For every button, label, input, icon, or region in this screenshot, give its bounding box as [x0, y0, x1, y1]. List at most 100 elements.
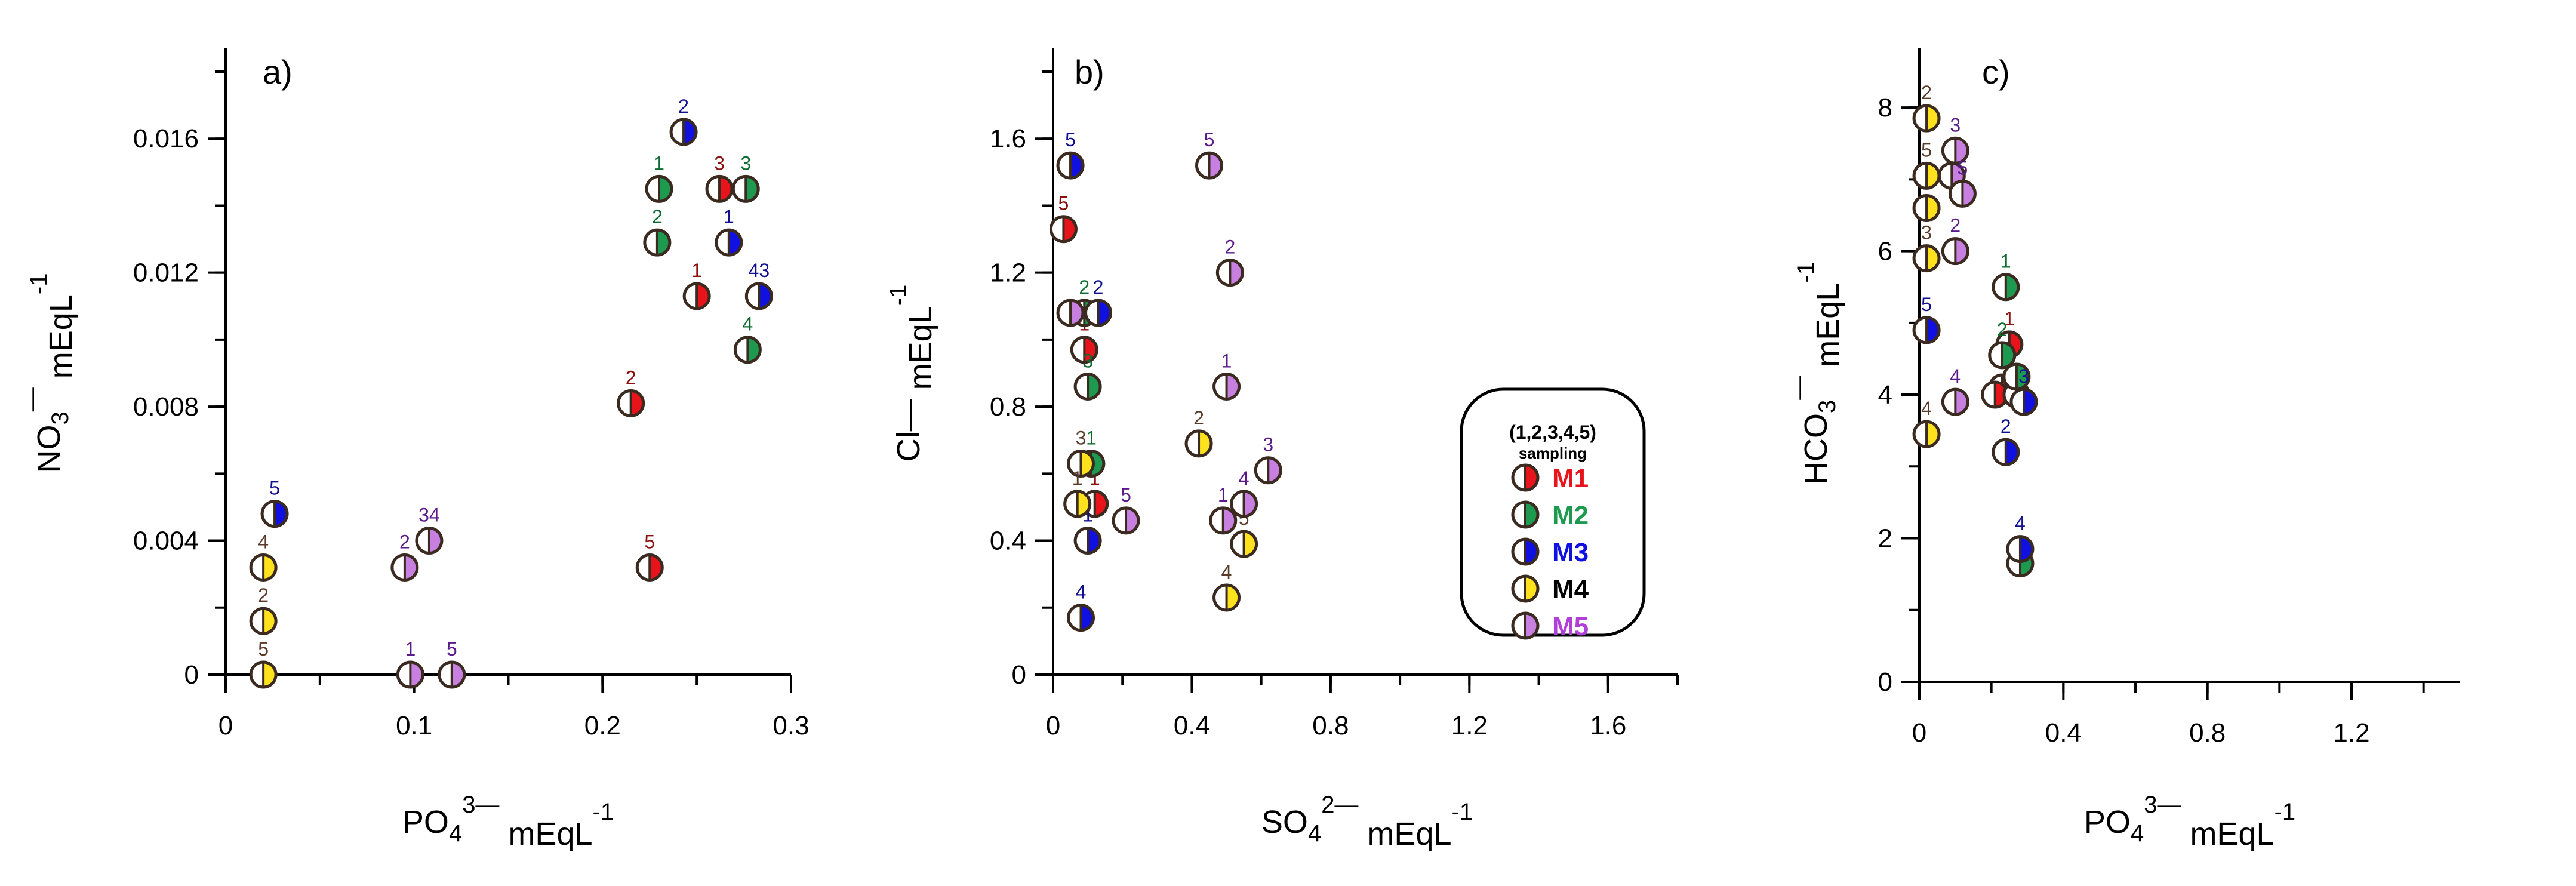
y-tick-label: 2: [1878, 524, 1892, 553]
point-label: 43: [749, 260, 770, 281]
y-tick-label: 1.6: [990, 124, 1026, 153]
point-label: 2: [1224, 236, 1235, 258]
point-label: 1: [405, 638, 416, 660]
legend-marker: [1511, 574, 1540, 603]
y-tick-label: 0.016: [133, 124, 199, 153]
data-point-m1: [1070, 336, 1098, 364]
point-label: 1: [1221, 350, 1232, 371]
point-label: 2: [1193, 407, 1204, 429]
point-label: 5: [1121, 484, 1131, 506]
x-tick-label: 1.2: [2333, 718, 2369, 747]
legend-label: M1: [1552, 464, 1589, 493]
data-point-m3: [1912, 316, 1941, 344]
point-label: 2: [678, 96, 689, 117]
y-tick-label: 0.004: [133, 527, 199, 556]
y-axis-title: HCO3— mEqL-1: [1786, 262, 1846, 485]
x-tick-label: 0.1: [396, 711, 432, 740]
point-label: 3: [1263, 434, 1273, 456]
legend-entry-m1: M1: [1511, 463, 1589, 493]
data-point-m1: [1049, 215, 1078, 244]
y-tick-label: 4: [1878, 380, 1892, 410]
point-label: 3: [1076, 427, 1087, 449]
data-point-m3: [1056, 151, 1085, 180]
point-label: 1: [2004, 308, 2015, 330]
legend-entry-m4: M4: [1511, 574, 1589, 604]
y-tick-label: 0.4: [990, 527, 1026, 556]
point-label: 1: [1218, 484, 1229, 506]
y-axis-title: Cl— mEqL-1: [885, 285, 938, 462]
data-point-m5: [1209, 506, 1238, 535]
x-tick-label: 0: [218, 711, 233, 740]
data-point-m1: [635, 553, 664, 582]
data-point-m5: [1056, 299, 1085, 327]
data-point-m2: [733, 336, 762, 364]
data-point-m1: [682, 282, 711, 310]
panel-c: 0 0.4 0.8 1.2 0 2 4 6 8 c) PO43— mEqL-1 HCO3— mEqL-…: [1786, 48, 2460, 852]
x-tick-label: 0.8: [2189, 718, 2226, 747]
data-point-m5: [415, 527, 444, 555]
point-label: 2: [1997, 319, 2008, 340]
point-label: 1: [1086, 427, 1097, 449]
point-label: 5: [269, 478, 280, 499]
x-tick-label: 0.3: [773, 711, 809, 740]
data-point-m4: [1230, 530, 1258, 558]
panel-label: a): [263, 53, 293, 91]
x-axis-title: SO42— mEqL-1: [1261, 792, 1473, 852]
legend-title: (1,2,3,4,5): [1509, 422, 1596, 443]
point-label: 1: [691, 260, 702, 281]
legend-entry-m3: M3: [1511, 537, 1589, 567]
point-label: 3: [2018, 365, 2029, 387]
point-label: 2: [1921, 82, 1932, 103]
data-point-m4: [249, 553, 278, 582]
data-point-m4: [1912, 193, 1941, 222]
point-label: 3: [1921, 222, 1932, 244]
data-point-m5: [1215, 259, 1244, 287]
data-point-m5: [1195, 151, 1223, 180]
data-point-m2: [1992, 273, 2020, 302]
x-axis-title: PO43— mEqL-1: [2084, 792, 2295, 852]
point-label: 5: [447, 638, 457, 660]
data-point-m3: [1084, 299, 1113, 327]
point-label: 5: [1065, 129, 1076, 150]
legend-marker: [1511, 463, 1540, 492]
x-axis-title: PO43— mEqL-1: [402, 792, 614, 852]
point-label: 5: [1058, 193, 1069, 214]
y-tick-label: 1.2: [990, 259, 1026, 288]
panel-label: b): [1075, 53, 1104, 91]
point-label: 5: [644, 531, 655, 552]
data-point-m2: [1073, 372, 1102, 401]
y-tick-label: 0.8: [990, 392, 1026, 422]
point-label: 4: [1221, 561, 1232, 583]
data-point-m5: [1212, 372, 1241, 401]
legend-marker: [1511, 500, 1540, 529]
x-tick-label: 0: [1046, 711, 1060, 740]
point-label: 2: [258, 584, 269, 606]
point-label: 34: [418, 504, 440, 526]
legend-entry-m5: M5: [1511, 611, 1589, 641]
y-tick-label: 0: [1012, 660, 1026, 690]
panel-label: c): [1982, 53, 2010, 91]
data-point-m3: [715, 228, 743, 257]
data-point-m2: [643, 228, 672, 257]
data-point-m3: [669, 118, 698, 146]
data-point-m4: [249, 660, 278, 689]
data-point-m5: [1948, 179, 1977, 208]
data-point-m5: [1230, 490, 1258, 518]
data-point-m2: [731, 174, 760, 203]
x-tick-label: 0.4: [1174, 711, 1210, 740]
legend-frame: [1460, 387, 1646, 637]
point-label: 3: [1082, 350, 1093, 371]
data-point-m1: [705, 174, 734, 203]
y-tick-label: 0: [184, 660, 199, 690]
x-tick-label: 1.2: [1451, 711, 1488, 740]
point-label: 2: [1950, 215, 1961, 236]
y-tick-label: 6: [1878, 237, 1892, 266]
data-point-m4: [249, 607, 278, 635]
data-point-m3: [1073, 527, 1102, 555]
data-point-m4: [1184, 429, 1213, 458]
point-label: 5: [1921, 294, 1932, 315]
data-point-m3: [260, 500, 289, 528]
y-tick-label: 0.012: [133, 259, 199, 288]
